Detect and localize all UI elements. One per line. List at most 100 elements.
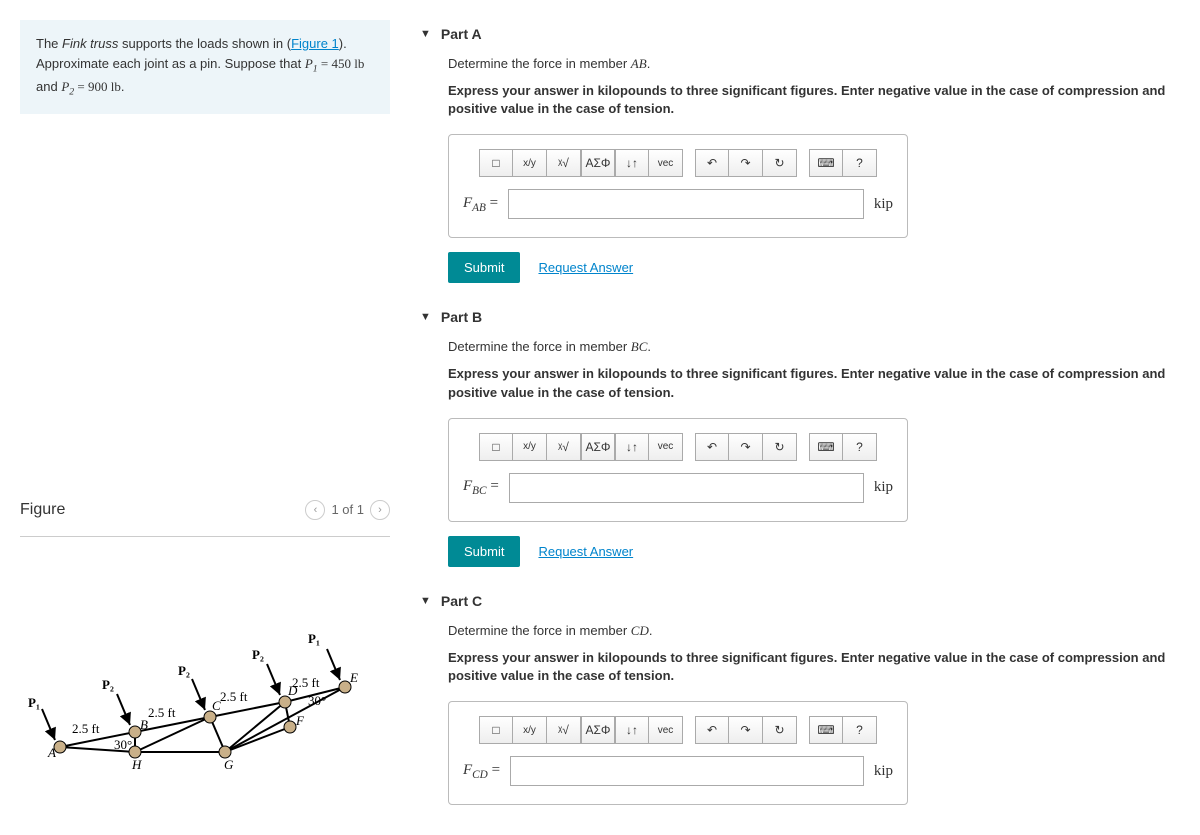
part-prompt: Determine the force in member CD. [448, 623, 1180, 639]
part-header[interactable]: ▼ Part C [420, 587, 1180, 623]
tool-templates[interactable]: □ [479, 433, 513, 461]
chevron-down-icon: ▼ [420, 311, 431, 323]
tool-undo[interactable]: ↶ [695, 433, 729, 461]
tool-greek[interactable]: ΑΣΦ [581, 149, 615, 177]
tool-updown[interactable]: ↓↑ [615, 716, 649, 744]
answer-box: □ x/y ᵡ√ ΑΣΦ ↓↑ vec ↶ ↷ ↻ ⌨ ? FBC = [448, 418, 908, 522]
answer-box: □ x/y ᵡ√ ΑΣΦ ↓↑ vec ↶ ↷ ↻ ⌨ ? FCD = [448, 701, 908, 805]
submit-button[interactable]: Submit [448, 536, 520, 567]
svg-text:F: F [295, 713, 305, 728]
part-prompt: Determine the force in member BC. [448, 339, 1180, 355]
chevron-down-icon: ▼ [420, 595, 431, 607]
svg-text:2.5 ft: 2.5 ft [72, 721, 100, 736]
text: supports the loads shown in ( [118, 36, 291, 51]
tool-vec[interactable]: vec [649, 149, 683, 177]
svg-text:P₂: P₂ [252, 647, 264, 662]
tool-undo[interactable]: ↶ [695, 149, 729, 177]
svg-text:P₁: P₁ [308, 631, 320, 646]
part-section: ▼ Part B Determine the force in member B… [420, 303, 1180, 566]
tool-help[interactable]: ? [843, 716, 877, 744]
tool-undo[interactable]: ↶ [695, 716, 729, 744]
answer-input[interactable] [509, 473, 864, 503]
part-instruction: Express your answer in kilopounds to thr… [448, 365, 1180, 401]
svg-text:H: H [131, 757, 142, 772]
text: The [36, 36, 62, 51]
svg-text:P₂: P₂ [178, 663, 190, 678]
part-label: Part C [441, 593, 482, 609]
svg-text:E: E [349, 670, 358, 685]
tool-redo[interactable]: ↷ [729, 149, 763, 177]
part-instruction: Express your answer in kilopounds to thr… [448, 82, 1180, 118]
variable-label: FCD = [463, 762, 500, 781]
figure-prev-button[interactable]: ‹ [305, 500, 325, 520]
answer-input[interactable] [508, 189, 864, 219]
part-header[interactable]: ▼ Part A [420, 20, 1180, 56]
figure-link[interactable]: Figure 1 [291, 36, 339, 51]
tool-fraction[interactable]: x/y [513, 149, 547, 177]
svg-text:2.5 ft: 2.5 ft [220, 689, 248, 704]
part-header[interactable]: ▼ Part B [420, 303, 1180, 339]
figure-title: Figure [20, 501, 65, 519]
problem-statement: The Fink truss supports the loads shown … [20, 20, 390, 114]
svg-text:B: B [140, 717, 148, 732]
unit-label: kip [874, 196, 893, 213]
figure-panel: Figure ‹ 1 of 1 › [20, 494, 390, 780]
figure-next-button[interactable]: › [370, 500, 390, 520]
tool-vec[interactable]: vec [649, 716, 683, 744]
text-italic: Fink truss [62, 36, 118, 51]
svg-text:P₂: P₂ [102, 677, 114, 692]
tool-reset[interactable]: ↻ [763, 149, 797, 177]
tool-templates[interactable]: □ [479, 149, 513, 177]
request-answer-link[interactable]: Request Answer [538, 544, 633, 559]
truss-figure: P₁ P₂ P₂ P₂ P₁ 2.5 ft 2.5 ft 2.5 ft 2.5 … [20, 557, 370, 777]
tool-fraction[interactable]: x/y [513, 716, 547, 744]
tool-fraction[interactable]: x/y [513, 433, 547, 461]
val: = 900 lb [74, 79, 121, 94]
tool-updown[interactable]: ↓↑ [615, 433, 649, 461]
svg-text:C: C [212, 698, 221, 713]
tool-help[interactable]: ? [843, 433, 877, 461]
tool-updown[interactable]: ↓↑ [615, 149, 649, 177]
request-answer-link[interactable]: Request Answer [538, 260, 633, 275]
tool-greek[interactable]: ΑΣΦ [581, 716, 615, 744]
answer-input[interactable] [510, 756, 864, 786]
variable-label: FBC = [463, 478, 499, 497]
part-instruction: Express your answer in kilopounds to thr… [448, 649, 1180, 685]
svg-text:30°: 30° [114, 737, 132, 752]
part-prompt: Determine the force in member AB. [448, 56, 1180, 72]
tool-keyboard[interactable]: ⌨ [809, 149, 843, 177]
tool-reset[interactable]: ↻ [763, 716, 797, 744]
tool-help[interactable]: ? [843, 149, 877, 177]
tool-radical[interactable]: ᵡ√ [547, 716, 581, 744]
tool-templates[interactable]: □ [479, 716, 513, 744]
unit-label: kip [874, 763, 893, 780]
val: = 450 lb [318, 56, 365, 71]
part-section: ▼ Part C Determine the force in member C… [420, 587, 1180, 805]
unit-label: kip [874, 479, 893, 496]
text: and [36, 79, 61, 94]
svg-text:A: A [47, 745, 56, 760]
figure-page-indicator: 1 of 1 [331, 502, 364, 517]
tool-radical[interactable]: ᵡ√ [547, 433, 581, 461]
tool-keyboard[interactable]: ⌨ [809, 716, 843, 744]
tool-greek[interactable]: ΑΣΦ [581, 433, 615, 461]
tool-radical[interactable]: ᵡ√ [547, 149, 581, 177]
tool-vec[interactable]: vec [649, 433, 683, 461]
tool-redo[interactable]: ↷ [729, 716, 763, 744]
svg-text:G: G [224, 757, 234, 772]
tool-keyboard[interactable]: ⌨ [809, 433, 843, 461]
tool-redo[interactable]: ↷ [729, 433, 763, 461]
svg-text:D: D [287, 683, 298, 698]
text: . [121, 79, 125, 94]
var: P [305, 56, 313, 71]
answer-box: □ x/y ᵡ√ ΑΣΦ ↓↑ vec ↶ ↷ ↻ ⌨ ? FAB = [448, 134, 908, 238]
part-label: Part A [441, 26, 482, 42]
svg-text:2.5 ft: 2.5 ft [148, 705, 176, 720]
chevron-down-icon: ▼ [420, 28, 431, 40]
part-label: Part B [441, 309, 482, 325]
variable-label: FAB = [463, 195, 498, 214]
svg-text:30°: 30° [308, 693, 326, 708]
submit-button[interactable]: Submit [448, 252, 520, 283]
tool-reset[interactable]: ↻ [763, 433, 797, 461]
svg-text:P₁: P₁ [28, 695, 40, 710]
